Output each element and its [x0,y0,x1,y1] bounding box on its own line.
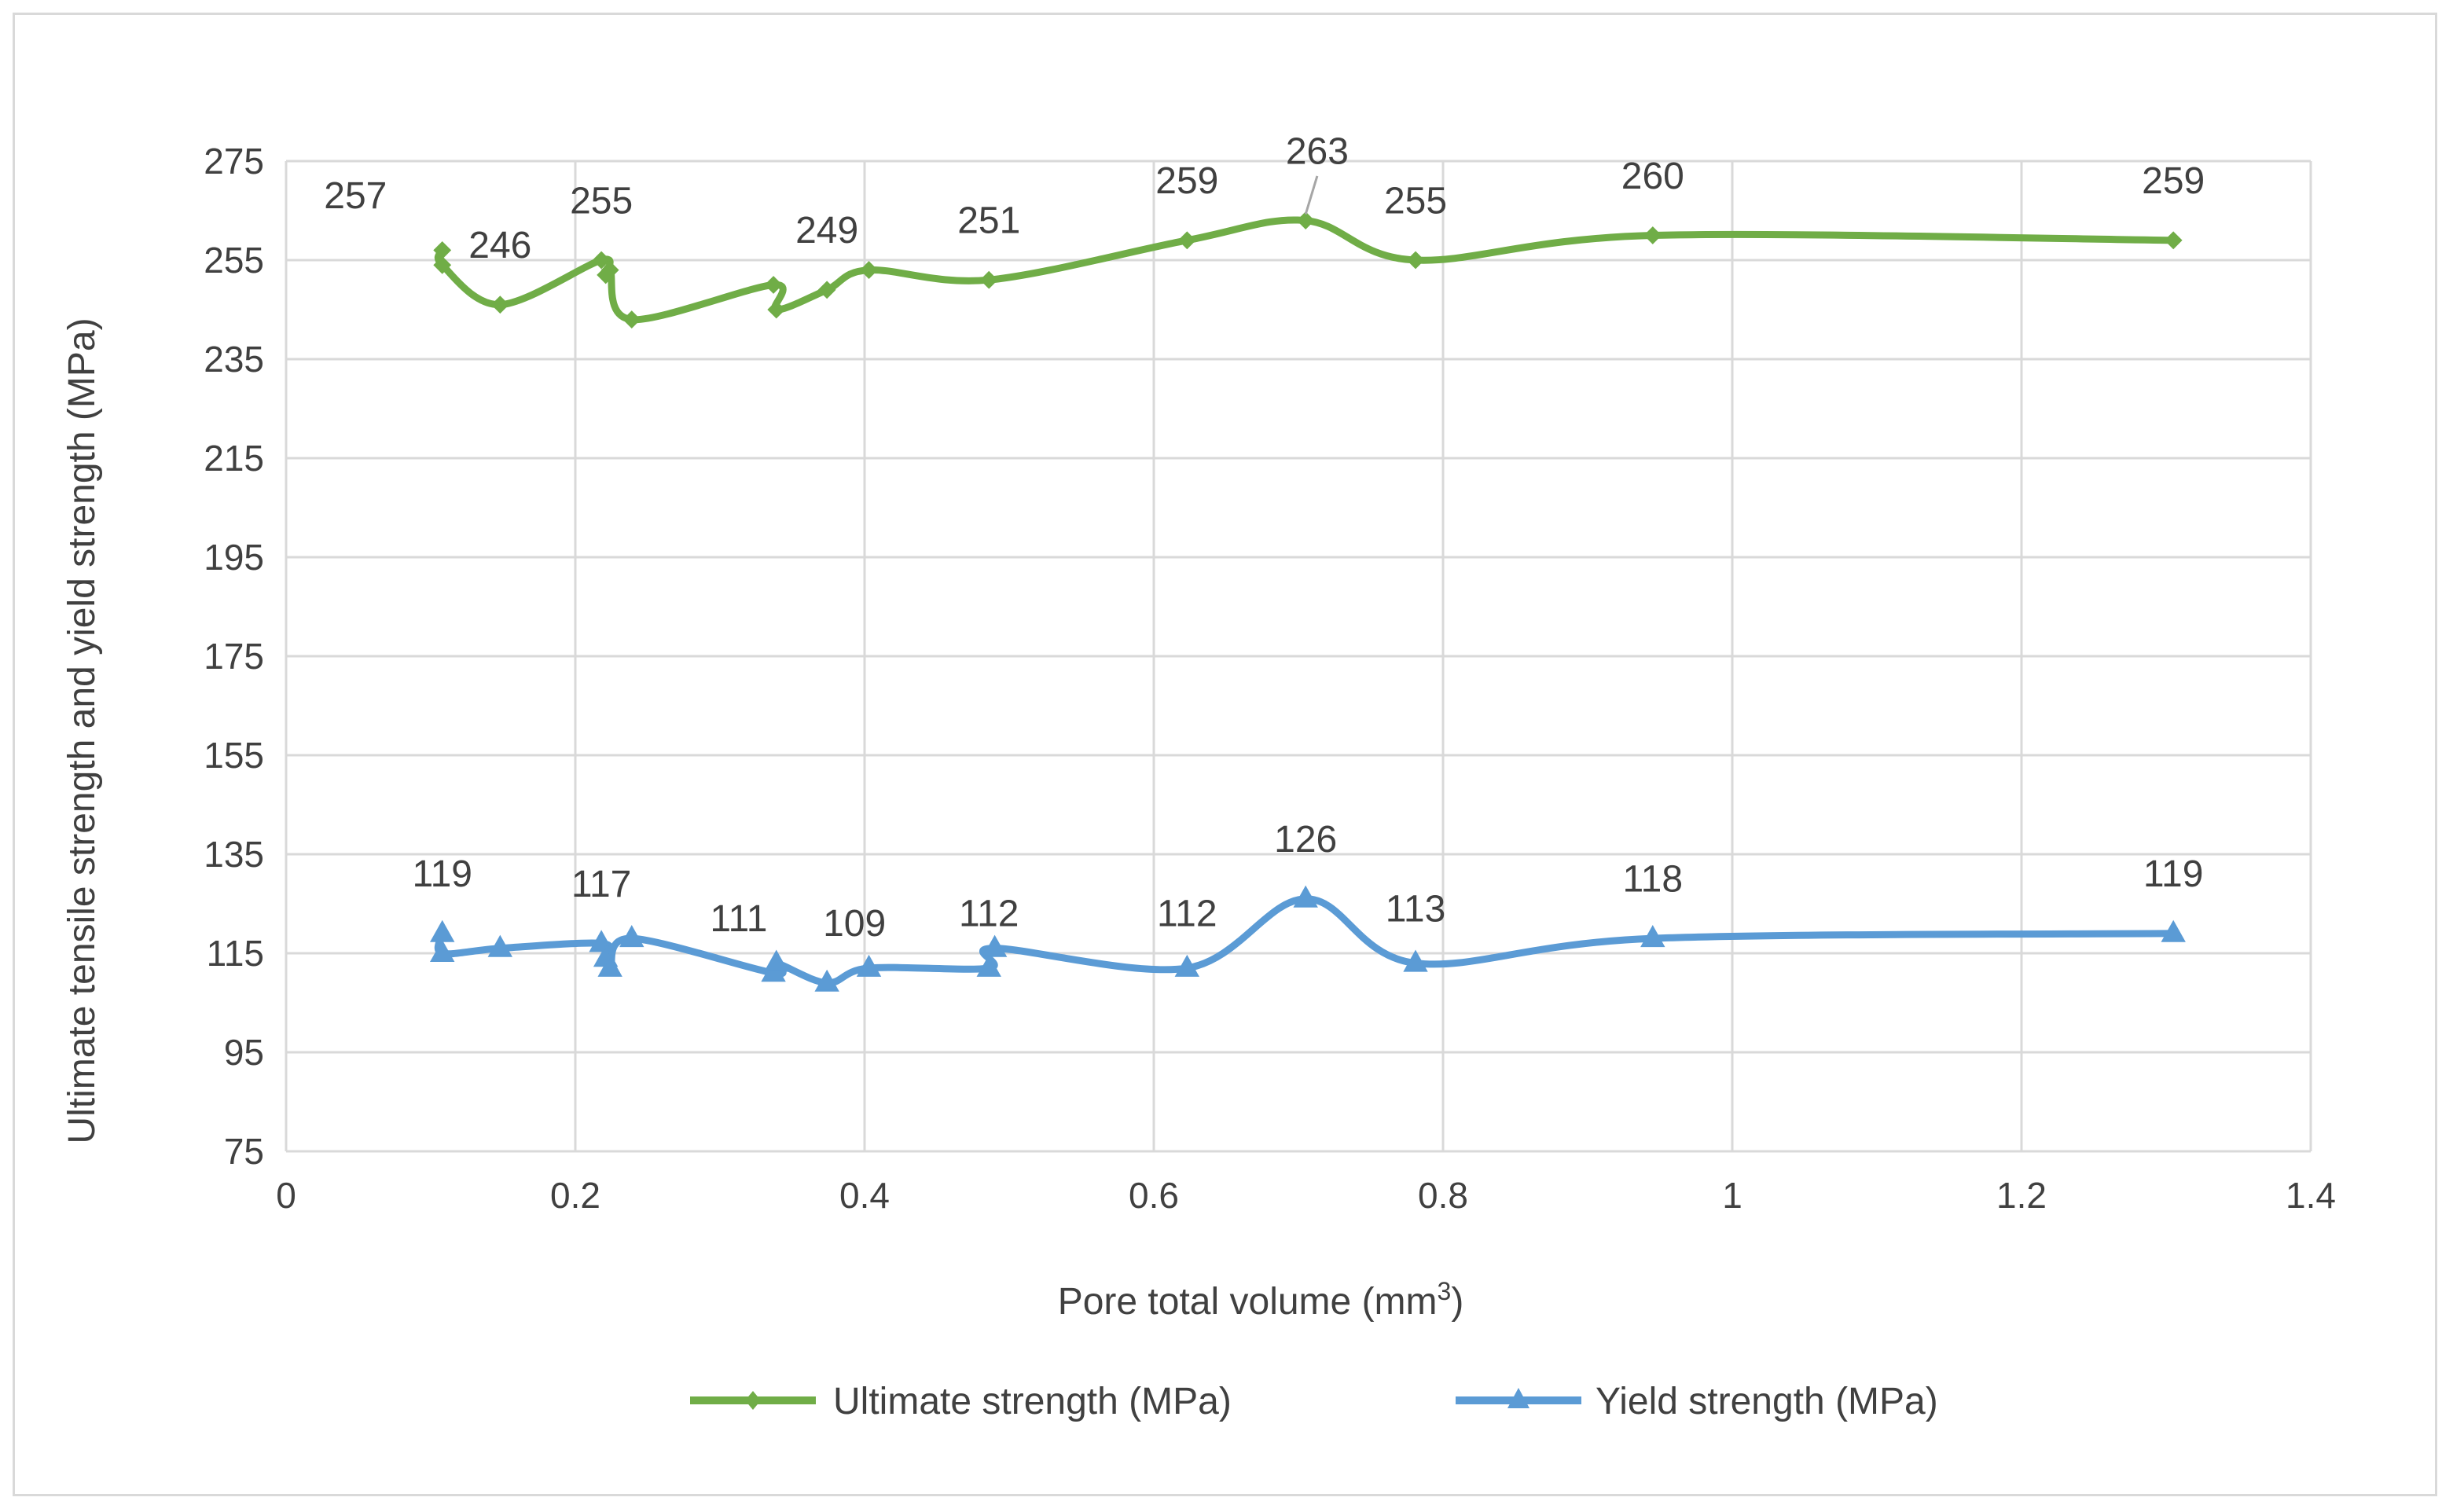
data-label-ultimate: 263 [1286,130,1349,172]
data-label-ultimate: 259 [1155,160,1218,202]
data-label-ultimate: 255 [1384,180,1447,222]
y-axis-title: Ultimate tensile strength and yield stre… [61,317,103,1143]
data-point-yield[interactable] [2161,919,2186,942]
x-tick-label: 0 [276,1175,296,1216]
data-point-yield[interactable] [976,954,1001,977]
data-label-yield: 117 [571,864,632,905]
data-point-yield[interactable] [764,949,789,972]
x-axis-ticks: 0 0.2 0.4 0.6 0.8 1 1.2 1.4 [276,1175,2336,1216]
data-point-yield[interactable] [597,954,622,977]
data-point-ultimate[interactable] [592,251,611,270]
x-axis-title-superscript: 3 [1438,1277,1452,1305]
x-axis-title-text: Pore total volume (mm [1058,1281,1438,1323]
legend-label-ultimate: Ultimate strength (MPa) [833,1381,1232,1422]
label-leader-line [1304,175,1319,215]
x-tick-label: 0.6 [1129,1175,1179,1216]
y-tick-label: 95 [224,1032,264,1073]
grid-lines [285,160,2312,1153]
x-tick-label: 0.2 [550,1175,600,1216]
y-tick-label: 75 [224,1131,264,1172]
data-point-yield[interactable] [589,930,614,952]
data-label-ultimate: 249 [795,210,858,251]
data-point-yield[interactable] [1640,925,1665,948]
series-line-yield [434,895,2177,987]
y-tick-label: 255 [204,240,264,281]
chart-frame [13,13,2437,1496]
y-tick-label: 175 [204,636,264,677]
data-point-ultimate[interactable] [979,270,998,289]
series-line-ultimate [434,216,2177,324]
data-labels: 257 246 255 249 251 259 263 255 260 259 119 117 111 1… [324,130,2205,945]
x-tick-label: 1.4 [2286,1175,2336,1216]
x-axis-title: Pore total volume (mm3) [1058,1277,1464,1323]
data-point-ultimate[interactable] [1296,211,1315,230]
data-point-yield[interactable] [814,969,839,992]
data-label-yield: 112 [1157,894,1217,935]
data-label-ultimate: 260 [1621,156,1684,197]
y-tick-label: 215 [204,438,264,479]
data-label-yield: 126 [1274,819,1337,861]
data-point-ultimate[interactable] [490,295,509,314]
series-layer [430,211,2186,992]
data-point-ultimate[interactable] [1643,226,1662,244]
data-label-yield: 109 [823,903,886,945]
legend-label-yield: Yield strength (MPa) [1596,1381,1938,1422]
y-tick-label: 135 [204,834,264,875]
legend-item-ultimate[interactable]: Ultimate strength (MPa) [690,1381,1232,1422]
data-point-yield[interactable] [430,919,455,942]
data-point-yield[interactable] [856,954,882,977]
data-point-ultimate[interactable] [433,255,452,274]
x-tick-label: 0.8 [1418,1175,1468,1216]
x-tick-label: 1.2 [1996,1175,2047,1216]
data-point-ultimate[interactable] [600,261,619,280]
data-point-yield[interactable] [1293,885,1318,908]
data-label-yield: 111 [710,898,767,940]
data-label-yield: 119 [412,853,472,895]
data-point-ultimate[interactable] [622,310,641,329]
x-tick-label: 1 [1722,1175,1742,1216]
data-point-yield[interactable] [982,934,1008,957]
x-tick-label: 0.4 [839,1175,890,1216]
data-label-ultimate: 255 [570,180,633,222]
data-label-ultimate: 251 [957,200,1020,242]
y-tick-label: 275 [204,141,264,182]
data-point-ultimate[interactable] [2164,231,2183,250]
legend-marker-yield [1507,1388,1529,1408]
data-point-ultimate[interactable] [767,300,786,319]
y-tick-label: 155 [204,735,264,776]
data-label-ultimate: 259 [2142,160,2205,202]
y-tick-label: 115 [207,933,264,974]
data-label-yield: 113 [1386,888,1446,930]
legend-item-yield[interactable]: Yield strength (MPa) [1456,1381,1938,1422]
x-axis-title-suffix: ) [1451,1281,1463,1323]
data-point-yield[interactable] [430,939,455,962]
data-label-ultimate: 246 [468,225,531,266]
data-label-ultimate: 257 [324,175,387,217]
data-point-ultimate[interactable] [860,261,878,280]
data-point-yield[interactable] [619,925,644,948]
legend-marker-ultimate [745,1391,761,1410]
y-tick-label: 235 [204,339,264,380]
data-point-ultimate[interactable] [817,281,836,299]
data-point-yield[interactable] [487,934,513,957]
legend: Ultimate strength (MPa) Yield strength (… [690,1381,1938,1422]
data-point-ultimate[interactable] [1406,251,1425,270]
data-label-yield: 119 [2143,853,2204,895]
data-point-yield[interactable] [1403,949,1428,972]
data-point-ultimate[interactable] [1177,231,1196,250]
data-point-ultimate[interactable] [764,276,783,294]
data-label-yield: 112 [959,894,1019,935]
data-point-yield[interactable] [1174,954,1200,977]
y-tick-label: 195 [204,537,264,578]
y-axis-ticks: 75 95 115 135 155 175 195 215 235 255 275 [204,141,264,1172]
data-label-yield: 118 [1623,859,1684,901]
